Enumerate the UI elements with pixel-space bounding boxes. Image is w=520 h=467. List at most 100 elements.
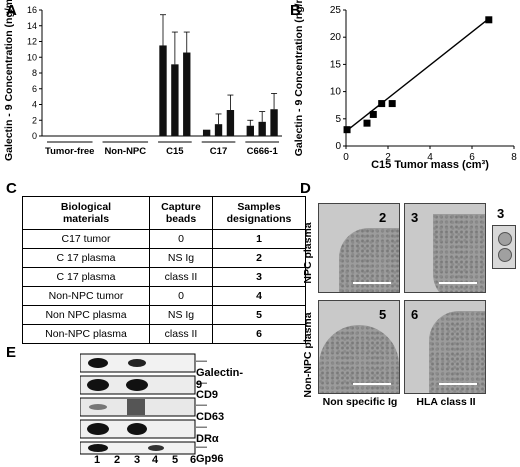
table-row: C 17 plasma NS Ig 2 — [22, 248, 306, 268]
scale-bar — [353, 383, 391, 385]
table-row: C 17 plasma class II 3 — [22, 267, 306, 287]
row-label-npc: NPC plasma — [300, 205, 314, 305]
band — [87, 423, 109, 435]
lane-numbers: 1 2 3 4 5 6 — [80, 454, 200, 466]
table-cell: 2 — [212, 248, 306, 268]
group-label: C15 — [166, 146, 184, 157]
band — [148, 445, 164, 451]
table-cell: 6 — [212, 324, 306, 344]
lane-number: 1 — [94, 454, 101, 466]
samples-table: Biological materials Capture beads Samples… — [22, 196, 306, 344]
table-row: Non-NPC plasma class II 6 — [22, 324, 306, 344]
table-cell: class II — [149, 267, 213, 287]
lane-number: 4 — [152, 454, 159, 466]
panel-letter-a: A — [6, 2, 17, 19]
inset-number: 3 — [497, 206, 505, 221]
table-cell: 0 — [149, 229, 213, 249]
table-header-row: Biological materials Capture beads Samples… — [22, 196, 306, 230]
table-cell: NS Ig — [149, 305, 213, 325]
group-label: Tumor-free — [45, 146, 94, 157]
western-blot — [80, 353, 196, 455]
table-row: Non NPC plasma NS Ig 5 — [22, 305, 306, 325]
y-tick-label: 8 — [32, 68, 37, 78]
band — [127, 399, 145, 415]
blot-label-galectin: — Galectin- 9 — [196, 355, 244, 391]
micrograph-number: 2 — [379, 210, 387, 225]
table-cell: C 17 plasma — [22, 267, 150, 287]
data-point — [369, 110, 377, 118]
band — [127, 423, 147, 435]
table-row: C17 tumor 0 1 — [22, 229, 306, 249]
bar-chart-bars — [159, 14, 278, 136]
table-cell: C 17 plasma — [22, 248, 150, 268]
micrograph-non-npc-ns-ig: 5 — [318, 300, 400, 394]
y-tick-label: 12 — [27, 37, 37, 47]
scatter-chart-ylabel: Galectin - 9 Concentration (ng/ml) — [293, 0, 305, 156]
header-biological-materials: Biological materials — [22, 196, 150, 230]
data-point — [485, 16, 493, 24]
bar — [159, 45, 167, 136]
band — [88, 358, 108, 368]
blot-label-dra: — DRα — [196, 421, 219, 445]
bar-chart-ylabel: Galectin - 9 Concentration (ng/mL) — [3, 0, 15, 161]
scatter-chart-axes: 0 5 10 15 20 25 0 2 4 6 8 — [330, 5, 517, 163]
row-label-non-npc: Non-NPC plasma — [300, 305, 314, 405]
data-point — [363, 119, 371, 127]
bar — [171, 64, 179, 136]
bar-chart: 0 2 4 6 8 10 12 14 16 Tumor-free Non-NPC C15 C17 C666… — [3, 0, 282, 161]
table-cell: Non-NPC tumor — [22, 286, 150, 306]
panel-letter-d: D — [300, 180, 311, 197]
scale-bar — [439, 282, 477, 284]
table-cell: Non-NPC plasma — [22, 324, 150, 344]
scatter-chart-xlabel: C15 Tumor mass (cm³) — [371, 159, 489, 171]
table-cell: 4 — [212, 286, 306, 306]
bar — [226, 110, 235, 136]
table-cell: 3 — [212, 267, 306, 287]
scale-bar — [353, 282, 391, 284]
y-tick-label: 20 — [330, 32, 342, 43]
band — [128, 359, 146, 367]
x-tick-label: 2 — [385, 152, 391, 163]
x-tick-label: 6 — [469, 152, 475, 163]
micrograph-npc-class-ii: 3 — [404, 203, 486, 293]
data-point — [388, 100, 396, 108]
data-point — [343, 126, 351, 134]
table-cell: NS Ig — [149, 248, 213, 268]
header-capture-beads: Capture beads — [149, 196, 213, 230]
band — [87, 379, 109, 391]
band — [89, 404, 107, 410]
data-point — [378, 100, 386, 108]
y-tick-label: 15 — [330, 59, 342, 70]
table-cell: C17 tumor — [22, 229, 150, 249]
y-tick-label: 16 — [27, 5, 37, 15]
y-tick-label: 10 — [27, 52, 37, 62]
x-tick-label: 4 — [427, 152, 433, 163]
bar-chart-axes: 0 2 4 6 8 10 12 14 16 Tumor-free Non-NPC C15 C17 C666… — [27, 5, 282, 157]
y-tick-label: 14 — [27, 21, 37, 31]
band — [126, 379, 148, 391]
x-tick-label: 8 — [511, 152, 517, 163]
panel-letter-c: C — [6, 180, 17, 197]
micrograph-number: 3 — [411, 210, 419, 225]
scatter-chart: 0 5 10 15 20 25 0 2 4 6 8 C15 Tumor mass (cm³) Gal… — [293, 0, 517, 171]
panel-letter-b: B — [290, 2, 301, 19]
blot-label-cd63: — CD63 — [196, 399, 225, 423]
blot-label-gp96: — Gp96 — [196, 441, 224, 465]
x-tick-label: 0 — [343, 152, 349, 163]
y-tick-label: 0 — [335, 141, 341, 152]
blot-strip-gp96 — [80, 441, 196, 455]
header-samples-designations: Samples designations — [212, 196, 306, 230]
lane-number: 6 — [190, 454, 197, 466]
bar — [214, 124, 223, 136]
group-label: C17 — [210, 146, 227, 157]
fit-line — [345, 18, 490, 132]
bar — [270, 109, 278, 136]
micrograph-number: 6 — [411, 307, 419, 322]
bar — [258, 121, 266, 136]
y-tick-label: 5 — [335, 114, 341, 125]
lane-number: 5 — [172, 454, 179, 466]
row-label-non-npc-text: Non-NPC plasma — [302, 312, 314, 398]
bar — [246, 125, 254, 136]
col-label-hla-class-ii: HLA class II — [416, 396, 476, 408]
row-label-npc-text: NPC plasma — [302, 222, 314, 284]
